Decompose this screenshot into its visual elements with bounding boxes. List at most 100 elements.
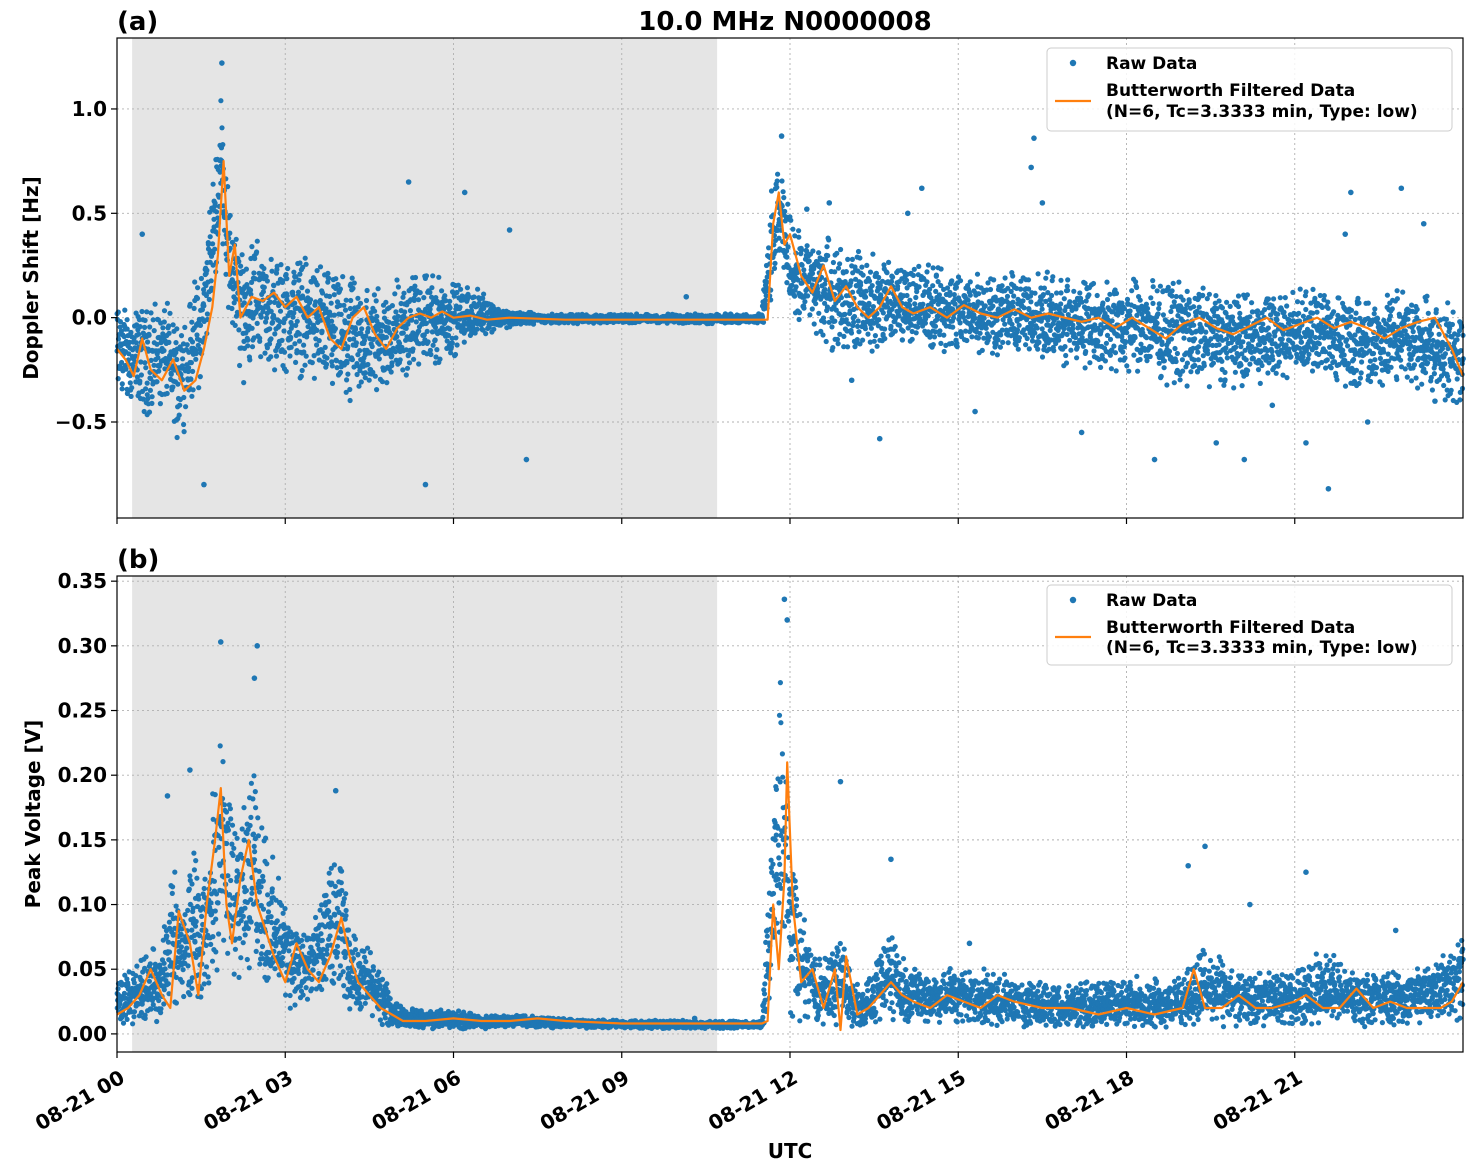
raw-point — [937, 328, 943, 334]
raw-point — [880, 310, 886, 316]
raw-point — [1275, 311, 1281, 317]
raw-point — [856, 329, 862, 335]
raw-point — [187, 301, 193, 307]
raw-point — [838, 246, 844, 253]
raw-point — [1137, 356, 1143, 363]
raw-point — [801, 305, 807, 311]
raw-point — [254, 238, 260, 244]
raw-point — [237, 362, 243, 369]
raw-point — [860, 337, 866, 343]
raw-point — [830, 345, 836, 351]
raw-point — [1028, 299, 1034, 305]
raw-point — [1148, 344, 1154, 350]
raw-point — [301, 349, 307, 355]
raw-point — [247, 287, 254, 293]
raw-point — [1057, 306, 1063, 312]
raw-point — [796, 310, 803, 316]
raw-point — [1184, 288, 1190, 294]
raw-point — [1049, 292, 1055, 299]
raw-point — [1010, 299, 1016, 305]
raw-point — [1191, 304, 1197, 310]
raw-point — [997, 344, 1004, 350]
raw-point — [164, 300, 170, 306]
raw-point — [291, 310, 297, 316]
raw-point — [127, 380, 133, 386]
raw-point — [296, 338, 303, 344]
raw-point — [848, 278, 854, 284]
raw-point — [1036, 339, 1042, 345]
raw-point — [475, 286, 481, 292]
raw-point — [911, 266, 917, 272]
raw-point — [433, 354, 439, 360]
raw-point — [386, 319, 392, 325]
raw-point — [124, 390, 130, 397]
raw-point — [128, 393, 134, 399]
raw-point — [1023, 342, 1029, 348]
raw-point — [236, 327, 242, 333]
raw-point — [1144, 305, 1151, 312]
raw-point — [920, 301, 926, 307]
raw-point — [297, 260, 303, 266]
raw-point — [343, 297, 349, 303]
raw-point — [1236, 333, 1243, 339]
raw-point — [311, 375, 317, 381]
raw-point — [810, 248, 816, 254]
raw-point — [1029, 338, 1036, 344]
raw-point — [841, 333, 847, 339]
raw-point — [1334, 377, 1340, 383]
raw-point — [1243, 357, 1249, 363]
raw-point — [428, 351, 434, 358]
panel-a-doppler: −0.50.00.51.0 (a) 10.0 MHz N0000008 Dopp… — [19, 7, 1466, 524]
raw-point — [184, 342, 190, 348]
raw-point — [1150, 284, 1156, 290]
raw-point — [1134, 284, 1140, 291]
raw-point — [871, 338, 877, 344]
raw-point — [491, 326, 497, 332]
raw-point — [1385, 351, 1391, 357]
raw-point — [298, 308, 304, 314]
raw-point — [307, 297, 314, 303]
raw-point — [1170, 280, 1176, 286]
raw-point — [975, 335, 982, 341]
raw-point — [207, 209, 213, 215]
raw-point — [394, 277, 400, 283]
raw-point — [359, 326, 365, 332]
raw-point — [180, 356, 186, 362]
raw-point — [1235, 303, 1242, 310]
raw-point — [164, 390, 170, 397]
raw-point — [994, 352, 1001, 358]
raw-point — [1216, 342, 1222, 348]
raw-point — [197, 322, 204, 328]
raw-point — [464, 285, 470, 291]
raw-point — [941, 332, 947, 338]
raw-point — [1232, 369, 1238, 375]
raw-point — [1131, 352, 1137, 358]
raw-point — [213, 209, 220, 215]
raw-point — [480, 295, 486, 301]
raw-point — [421, 295, 427, 301]
raw-point — [424, 351, 430, 357]
raw-point — [1074, 355, 1080, 361]
raw-point — [820, 332, 826, 338]
raw-point — [301, 342, 307, 348]
raw-point — [1112, 350, 1119, 356]
raw-point — [1331, 336, 1337, 342]
raw-point — [376, 356, 382, 362]
raw-point — [410, 346, 416, 352]
raw-point — [291, 269, 297, 275]
raw-point — [425, 339, 431, 345]
raw-point — [1156, 305, 1162, 312]
raw-point — [916, 284, 922, 290]
raw-point — [845, 256, 851, 262]
raw-point — [291, 279, 297, 285]
raw-point — [198, 275, 204, 282]
raw-point — [355, 295, 361, 301]
raw-point — [1271, 296, 1277, 302]
raw-point — [849, 301, 855, 307]
raw-point — [203, 292, 209, 299]
raw-point — [1245, 368, 1251, 374]
raw-point — [166, 339, 172, 345]
raw-point — [337, 369, 344, 375]
raw-point — [774, 178, 780, 184]
raw-point — [1158, 373, 1164, 379]
